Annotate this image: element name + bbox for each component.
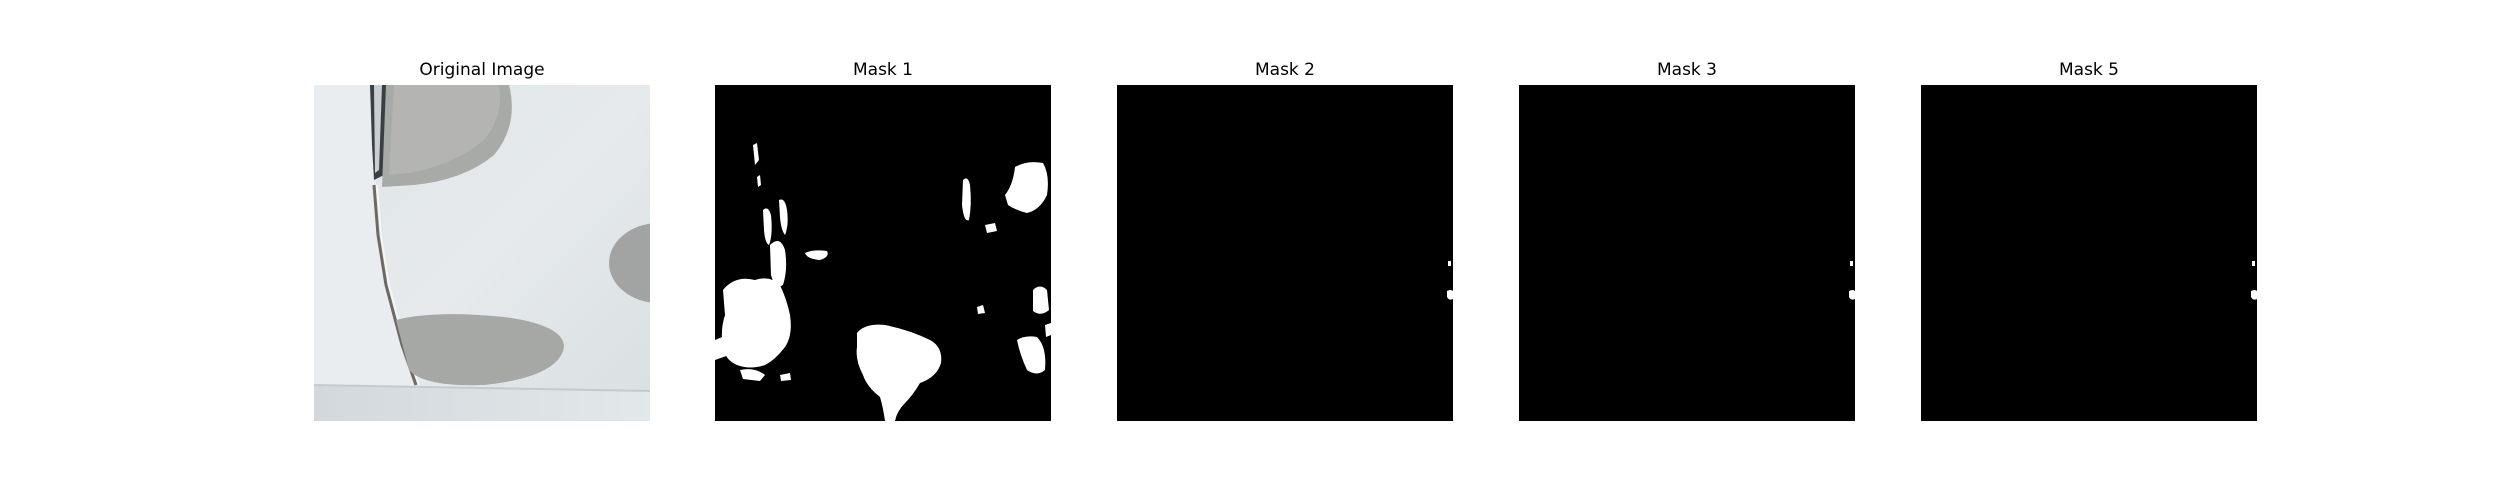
panel-title: Mask 3 bbox=[1656, 60, 1717, 80]
panel-title: Mask 1 bbox=[852, 60, 913, 80]
original-image bbox=[314, 85, 650, 421]
panel-title: Original Image bbox=[419, 60, 545, 80]
mask-3-image bbox=[1519, 85, 1855, 421]
mask-2-image bbox=[1117, 85, 1453, 421]
panel-title: Mask 2 bbox=[1254, 60, 1315, 80]
mask-1-image bbox=[715, 85, 1051, 421]
mask-5-image bbox=[1921, 85, 2257, 421]
panel-title: Mask 5 bbox=[2058, 60, 2119, 80]
